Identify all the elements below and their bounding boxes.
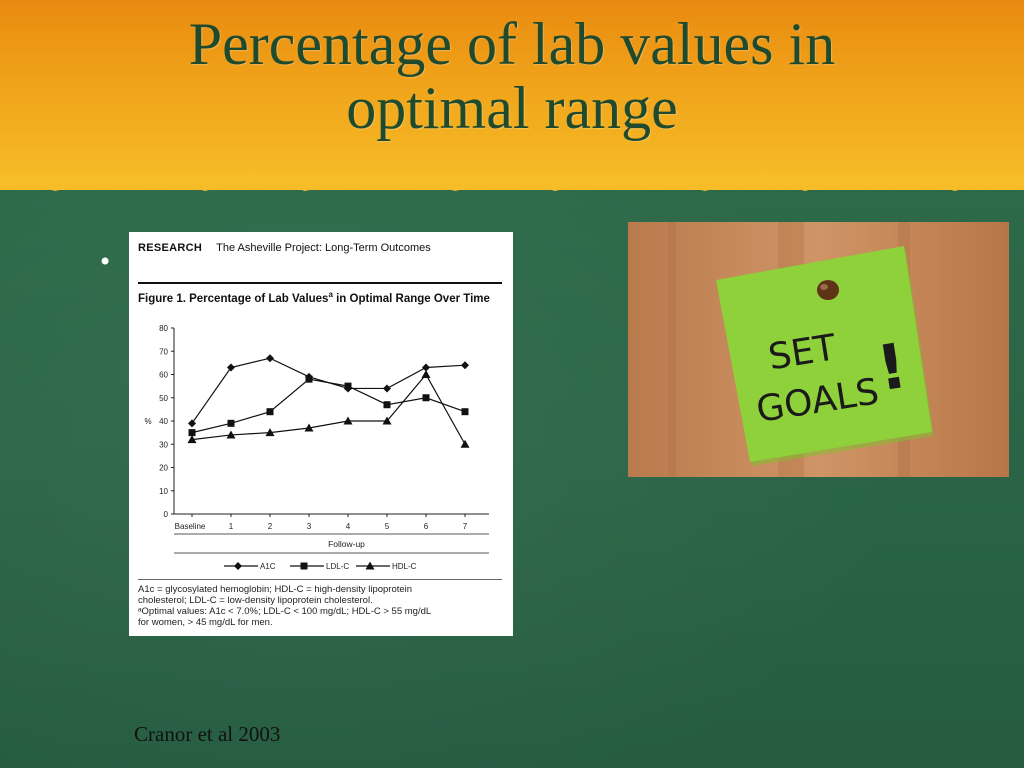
- data-point-a1c: [461, 361, 469, 370]
- y-tick-label: 80: [159, 324, 168, 333]
- set-goals-image: SET GOALS !: [628, 222, 1009, 477]
- x-tick-label: 6: [424, 522, 429, 531]
- title-band: [0, 0, 1024, 190]
- source-citation: Cranor et al 2003: [134, 722, 281, 746]
- series-line-ldl-c: [191, 378, 466, 434]
- title-band-torn-edge: [0, 172, 1024, 191]
- figure-title-sup: a: [328, 290, 333, 299]
- data-point-hdl-c: [460, 439, 470, 448]
- lab-values-line-chart: 0 10 20 30 40 50 60 70 80% Baseline 1 2 3 4 5 6 7 Follow-…: [144, 324, 489, 571]
- set-goals-photo: SET GOALS !: [628, 222, 1009, 477]
- figure-header: RESEARCH The Asheville Project: Long-Term…: [138, 242, 431, 254]
- figure-journal-title: The Asheville Project: Long-Term Outcome…: [216, 242, 431, 254]
- x-axis-label: Follow-up: [328, 539, 365, 549]
- slide-title: Percentage of lab values in optimal rang…: [60, 12, 964, 140]
- figure-header-rule: [138, 282, 502, 284]
- legend-marker-ldl-c: [300, 562, 308, 570]
- data-point-hdl-c: [382, 416, 392, 425]
- data-point-hdl-c: [343, 416, 353, 425]
- data-point-ldl-c: [266, 408, 274, 416]
- data-point-a1c: [266, 354, 274, 363]
- x-tick-label: 4: [346, 522, 351, 531]
- y-axis-label: %: [144, 417, 151, 426]
- slide-title-line-2: optimal range: [346, 75, 678, 141]
- x-tick-label: Baseline: [175, 522, 206, 531]
- figure-title-main: Figure 1. Percentage of Lab Values: [138, 292, 329, 305]
- data-point-hdl-c: [304, 423, 314, 432]
- x-tick-label: 3: [307, 522, 312, 531]
- figure-footnote: A1c = glycosylated hemoglobin; HDL-C = h…: [138, 584, 502, 628]
- legend-label-hdl-c: HDL-C: [392, 562, 417, 571]
- data-point-ldl-c: [461, 408, 469, 416]
- x-tick-label: 5: [385, 522, 390, 531]
- data-point-ldl-c: [383, 401, 391, 409]
- data-point-a1c: [188, 419, 196, 428]
- footnote-line-3: ᵃOptimal values: A1c < 7.0%; LDL-C < 100…: [138, 606, 432, 617]
- y-tick-label: 40: [159, 417, 168, 426]
- series-line-hdl-c: [191, 373, 466, 445]
- pin-icon: [817, 280, 839, 300]
- data-point-hdl-c: [187, 435, 197, 444]
- footnote-line-1: A1c = glycosylated hemoglobin; HDL-C = h…: [138, 584, 413, 595]
- figure-footnote-rule: [138, 579, 502, 580]
- figure-title-rest: in Optimal Range Over Time: [332, 292, 490, 305]
- figure-section-label: RESEARCH: [138, 242, 203, 254]
- legend-label-ldl-c: LDL-C: [326, 562, 349, 571]
- y-tick-label: 0: [164, 510, 169, 519]
- data-point-ldl-c: [305, 375, 313, 383]
- sticky-note: [716, 246, 932, 462]
- y-tick-label: 30: [159, 440, 168, 449]
- y-tick-label: 50: [159, 394, 168, 403]
- legend-label-a1c: A1C: [260, 562, 276, 571]
- footnote-line-2: cholesterol; LDL-C = low-density lipopro…: [138, 595, 373, 606]
- x-tick-label: 2: [268, 522, 273, 531]
- y-tick-label: 20: [159, 464, 168, 473]
- data-point-hdl-c: [226, 430, 236, 439]
- x-tick-label: 7: [463, 522, 468, 531]
- data-point-ldl-c: [188, 429, 196, 437]
- slide-title-line-1: Percentage of lab values in: [188, 11, 836, 77]
- journal-figure: RESEARCH The Asheville Project: Long-Term…: [129, 232, 513, 636]
- data-point-hdl-c: [265, 428, 275, 437]
- y-tick-label: 70: [159, 347, 168, 356]
- data-point-hdl-c: [421, 370, 431, 378]
- footnote-line-4: for women, > 45 mg/dL for men.: [138, 617, 273, 628]
- legend-marker-a1c: [234, 562, 242, 570]
- y-tick-label: 10: [159, 487, 168, 496]
- data-point-ldl-c: [422, 394, 430, 402]
- y-tick-label: 60: [159, 371, 168, 380]
- data-point-ldl-c: [344, 382, 352, 390]
- data-point-a1c: [383, 384, 391, 393]
- data-point-ldl-c: [227, 419, 235, 427]
- bullet-point: •: [98, 248, 113, 276]
- data-point-a1c: [227, 363, 235, 372]
- figure-title: Figure 1. Percentage of Lab Valuesa in O…: [138, 288, 502, 306]
- legend-marker-hdl-c: [365, 561, 375, 570]
- x-tick-label: 1: [229, 522, 234, 531]
- data-point-a1c: [422, 363, 430, 372]
